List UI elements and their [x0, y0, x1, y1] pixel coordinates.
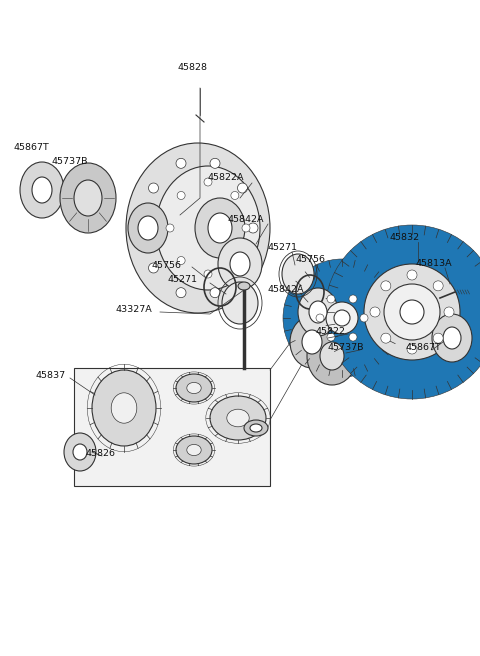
Circle shape [334, 234, 480, 390]
Ellipse shape [208, 213, 232, 243]
Circle shape [384, 284, 440, 340]
Text: 45737B: 45737B [328, 344, 364, 352]
Circle shape [327, 333, 335, 341]
Ellipse shape [443, 327, 461, 349]
Ellipse shape [302, 330, 322, 354]
Circle shape [177, 192, 185, 199]
Ellipse shape [210, 396, 266, 440]
Ellipse shape [73, 444, 87, 460]
Ellipse shape [290, 316, 334, 368]
Circle shape [210, 288, 220, 298]
Circle shape [400, 300, 424, 324]
Circle shape [316, 314, 324, 322]
Ellipse shape [32, 177, 52, 203]
Text: 45867T: 45867T [14, 144, 50, 152]
Circle shape [407, 344, 417, 354]
Circle shape [138, 223, 148, 233]
Ellipse shape [218, 238, 262, 290]
Circle shape [242, 224, 250, 232]
Ellipse shape [176, 374, 212, 402]
Circle shape [370, 307, 380, 317]
Circle shape [381, 333, 391, 343]
Ellipse shape [307, 327, 357, 385]
Circle shape [238, 263, 248, 273]
Circle shape [231, 256, 239, 264]
Ellipse shape [64, 433, 96, 471]
Circle shape [407, 270, 417, 280]
Text: 45837: 45837 [36, 371, 66, 380]
Circle shape [381, 281, 391, 291]
Circle shape [290, 266, 394, 370]
Ellipse shape [111, 393, 137, 423]
Ellipse shape [309, 301, 327, 323]
Circle shape [444, 307, 454, 317]
Circle shape [248, 223, 258, 233]
Ellipse shape [60, 163, 116, 233]
Ellipse shape [156, 166, 260, 290]
Ellipse shape [298, 288, 338, 336]
Ellipse shape [138, 216, 158, 240]
Ellipse shape [432, 314, 472, 362]
Circle shape [231, 192, 239, 199]
Circle shape [238, 183, 248, 193]
Circle shape [148, 263, 158, 273]
Ellipse shape [176, 436, 212, 464]
Ellipse shape [244, 420, 268, 436]
Text: 45822A: 45822A [208, 173, 244, 182]
Text: 45756: 45756 [296, 255, 326, 264]
Circle shape [325, 225, 480, 399]
Ellipse shape [92, 370, 156, 446]
Circle shape [312, 288, 372, 348]
Circle shape [204, 270, 212, 278]
Ellipse shape [195, 198, 245, 258]
Text: 45832: 45832 [390, 234, 420, 243]
Ellipse shape [230, 252, 250, 276]
Ellipse shape [128, 203, 168, 253]
Ellipse shape [20, 162, 64, 218]
Circle shape [283, 259, 401, 377]
Text: 45271: 45271 [268, 243, 298, 253]
Text: 45826: 45826 [86, 449, 116, 459]
Text: 45737B: 45737B [52, 157, 88, 167]
Circle shape [360, 314, 368, 322]
Circle shape [364, 264, 460, 360]
Text: 45271: 45271 [168, 276, 198, 285]
Ellipse shape [126, 143, 270, 313]
Circle shape [349, 295, 357, 303]
Circle shape [433, 333, 443, 343]
Circle shape [176, 288, 186, 298]
Text: 45842A: 45842A [268, 285, 304, 295]
Ellipse shape [227, 409, 249, 427]
Ellipse shape [74, 180, 102, 216]
Circle shape [433, 281, 443, 291]
Circle shape [176, 158, 186, 169]
Circle shape [349, 333, 357, 341]
Text: 45842A: 45842A [228, 216, 264, 224]
Circle shape [204, 178, 212, 186]
Ellipse shape [320, 342, 344, 370]
Text: 45756: 45756 [152, 260, 182, 270]
Text: 45828: 45828 [178, 64, 208, 73]
Circle shape [334, 310, 350, 326]
Circle shape [148, 183, 158, 193]
Ellipse shape [238, 282, 250, 290]
Text: 45867T: 45867T [406, 344, 442, 352]
Circle shape [327, 295, 335, 303]
Ellipse shape [250, 424, 262, 432]
Circle shape [166, 224, 174, 232]
Ellipse shape [282, 254, 314, 294]
Text: 45822: 45822 [316, 327, 346, 337]
Ellipse shape [222, 282, 258, 324]
Circle shape [177, 256, 185, 264]
Text: 43327A: 43327A [115, 306, 152, 314]
Text: 45813A: 45813A [416, 260, 453, 268]
Ellipse shape [187, 382, 201, 394]
Ellipse shape [187, 444, 201, 456]
Circle shape [210, 158, 220, 169]
Bar [74, 368, 270, 486]
Circle shape [326, 302, 358, 334]
